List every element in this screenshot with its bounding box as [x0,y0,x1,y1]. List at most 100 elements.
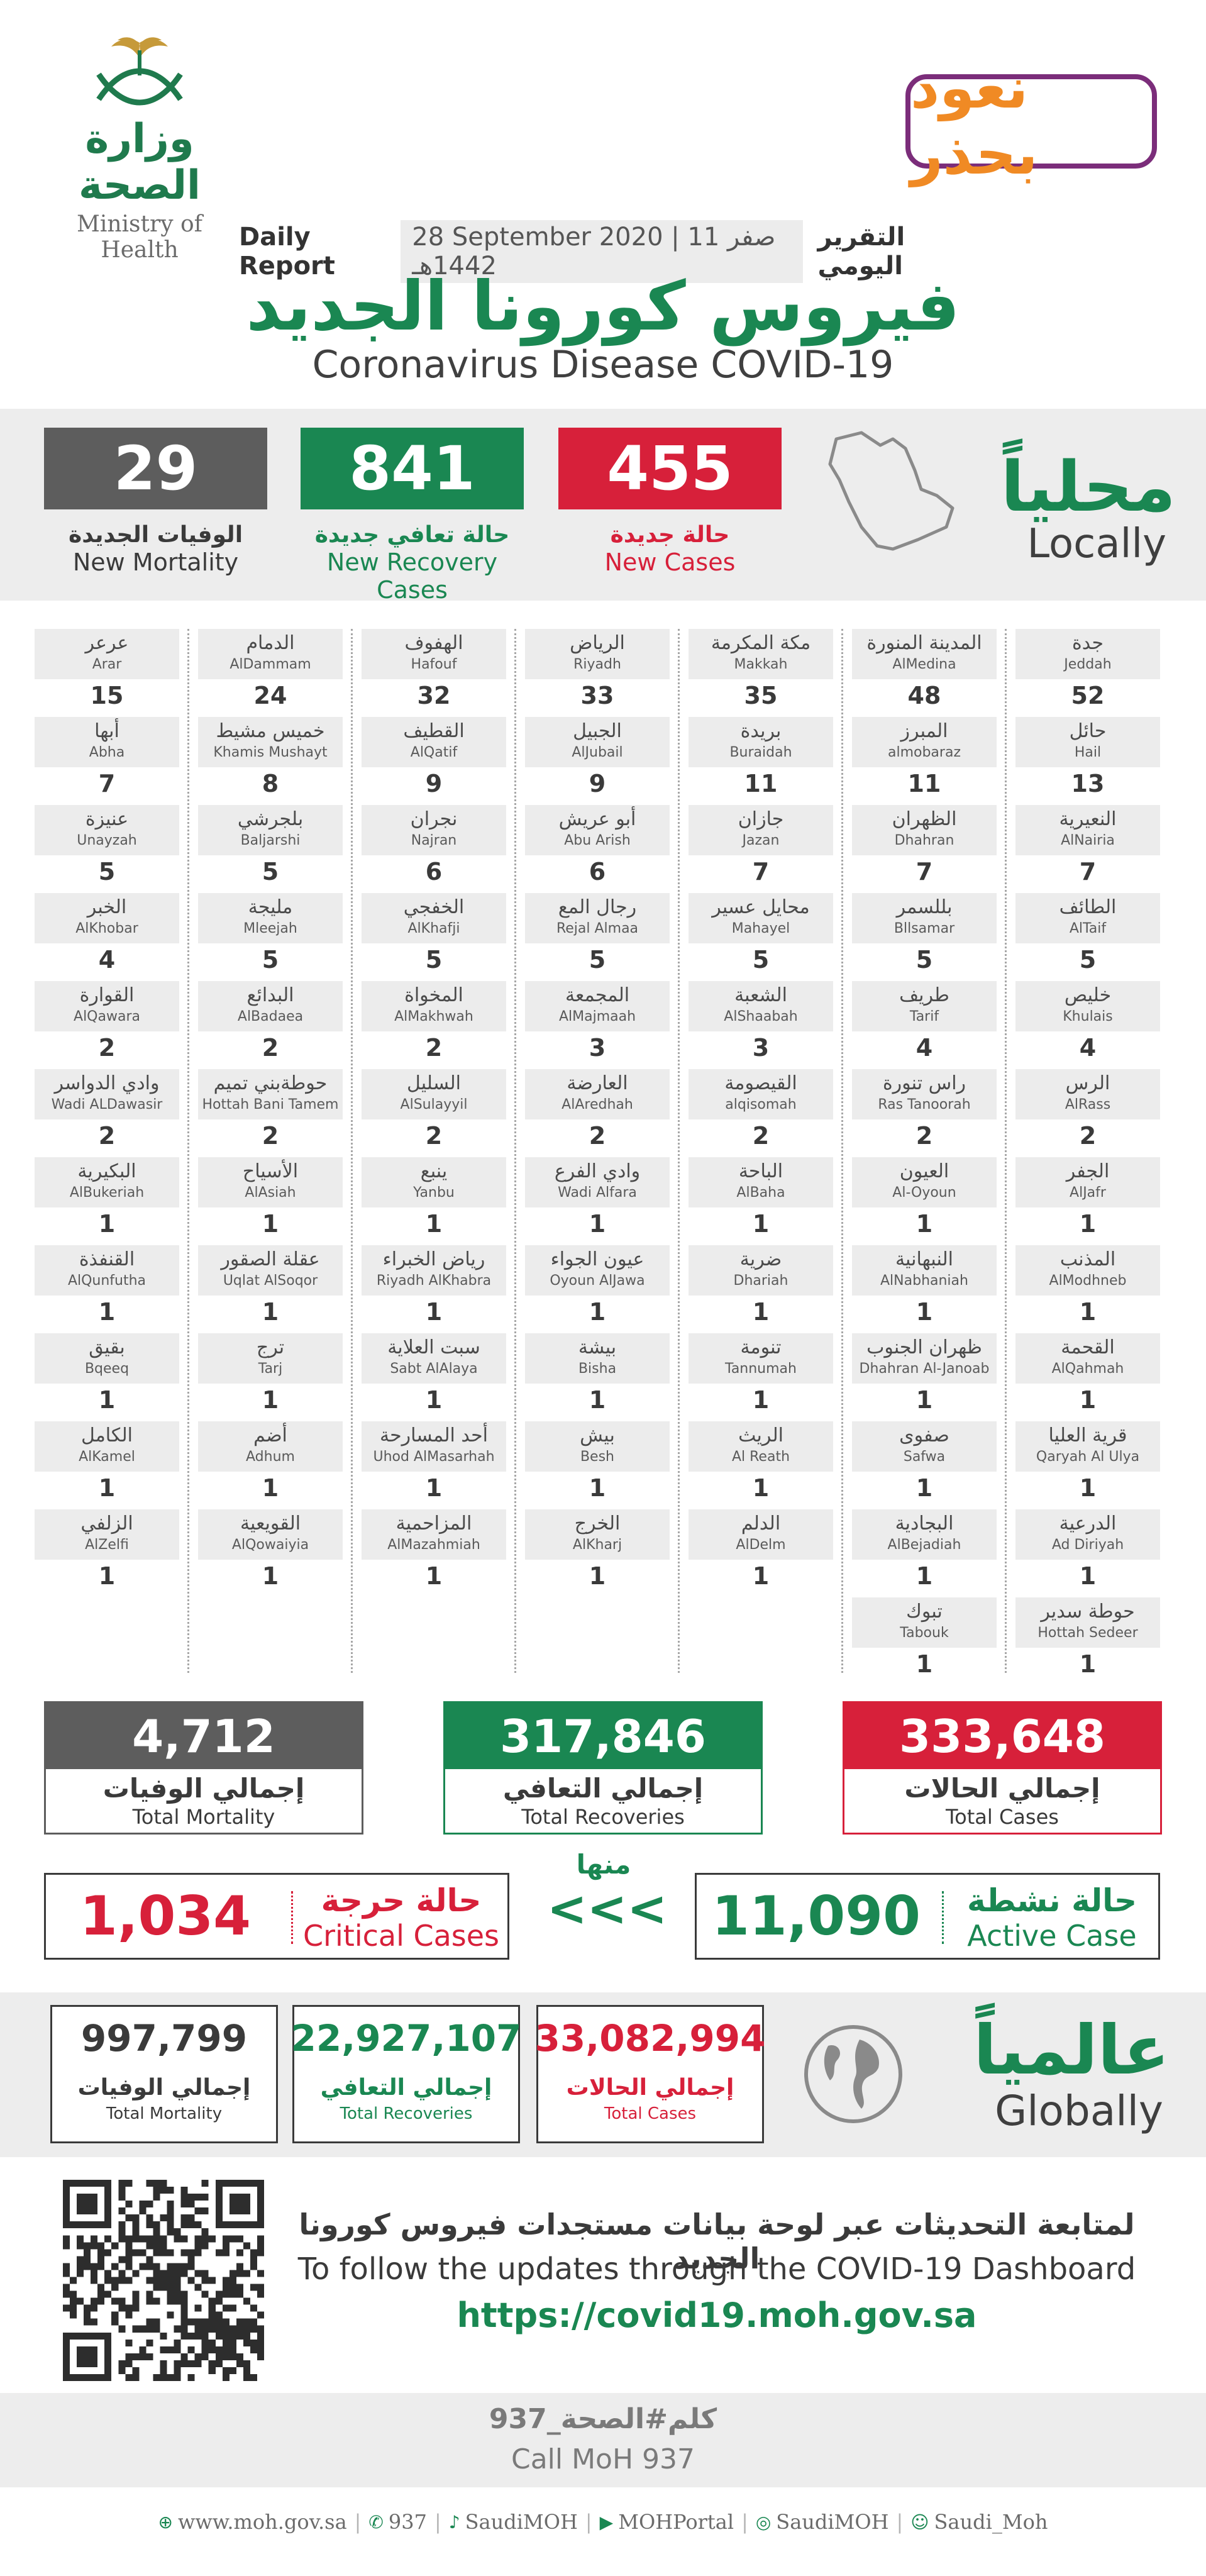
city-name-arabic: راس تنورة [882,1072,966,1094]
city-case-count: 1 [589,1474,606,1502]
city-case-count: 1 [425,1474,443,1502]
city-case-count: 1 [589,1386,606,1414]
city-name-box: قرية العليا Qaryah Al Ulya [1015,1421,1160,1472]
city-name-box: جازان Jazan [689,805,833,855]
global-recoveries-label-ar: إجمالي التعافي [320,2075,492,2101]
city-cell: أبو عريش Abu Arish 6 [525,805,670,893]
city-name-english: Jazan [742,833,780,848]
city-name-english: Hail [1074,745,1102,760]
city-name-arabic: السليل [407,1072,461,1094]
city-name-english: Arar [92,657,122,672]
city-case-count: 5 [1079,946,1097,974]
city-cell: جازان Jazan 7 [689,805,833,893]
city-name-arabic: بيش [580,1424,615,1446]
city-cell: الخبر AlKhobar 4 [35,893,179,981]
city-name-arabic: جدة [1071,632,1104,654]
global-mortality-label-ar: إجمالي الوفيات [77,2075,251,2101]
phone-icon: ✆ [368,2511,384,2533]
city-name-box: الدرعية Ad Diriyah [1015,1509,1160,1560]
city-cell: ضرية Dhariah 1 [689,1245,833,1333]
column-separator [351,629,353,1673]
city-cell: بقيق Bqeeq 1 [35,1333,179,1421]
footer-website[interactable]: ⊕ www.moh.gov.sa [158,2510,347,2534]
total-mortality-value: 4,712 [46,1703,362,1769]
footer: ⊕ www.moh.gov.sa | ✆ 937 | ♪ SaudiMOH | ▶ MO… [0,2500,1206,2544]
city-case-count: 1 [262,1562,279,1590]
city-name-arabic: أبو عريش [558,808,636,830]
globe-icon: ⊕ [158,2511,173,2533]
city-case-count: 1 [425,1298,443,1326]
city-name-arabic: القحمة [1061,1336,1115,1358]
city-cell: بيش Besh 1 [525,1421,670,1509]
city-case-count: 1 [98,1210,116,1238]
city-cell: الرس AlRass 2 [1015,1069,1160,1157]
footer-phone[interactable]: ✆ 937 [368,2510,427,2534]
city-name-box: الدمام AlDammam [198,629,343,679]
footer-snapchat[interactable]: ☺ Saudi_Moh [910,2510,1048,2534]
city-case-count: 1 [752,1562,770,1590]
new-recoveries-label-ar: حالة تعافي جديدة [314,522,510,548]
city-cell: الجبيل AlJubail 9 [525,717,670,805]
city-case-count: 1 [752,1474,770,1502]
city-name-arabic: بيشة [578,1336,617,1358]
city-name-english: Jeddah [1064,657,1112,672]
city-name-arabic: القنفذة [79,1248,135,1270]
city-name-english: Najran [411,833,457,848]
footer-divider: | [434,2510,441,2534]
city-name-arabic: النعيرية [1059,808,1117,830]
city-name-english: AlBaha [736,1185,785,1201]
dashboard-link[interactable]: https://covid19.moh.gov.sa [456,2296,977,2335]
city-cases-grid: جدة Jeddah 52 حائل Hail 13 النعيرية AlNairia 7 ال… [31,629,1176,1685]
city-name-box: القويعية AlQowaiyia [198,1509,343,1560]
new-cases-label-ar: حالة جديدة [610,522,730,548]
critical-cases-divider [291,1891,293,1944]
city-name-box: محايل عسير Mahayel [689,893,833,943]
city-cell: عنيزة Unayzah 5 [35,805,179,893]
youtube-icon: ▶ [599,2511,614,2533]
city-name-arabic: البدائع [246,984,294,1006]
city-name-box: الخفجي AlKhafji [362,893,506,943]
city-cell: الأسياح AlAsiah 1 [198,1157,343,1245]
city-name-english: Dhahran [894,833,954,848]
city-cell: السليل AlSulayyil 2 [362,1069,506,1157]
palm-swords-emblem-icon [96,37,183,106]
city-name-box: أبو عريش Abu Arish [525,805,670,855]
city-case-count: 8 [262,770,279,797]
city-cell: ينبع Yanbu 1 [362,1157,506,1245]
city-name-box: عنيزة Unayzah [35,805,179,855]
global-recoveries-label-en: Total Recoveries [340,2104,473,2123]
city-name-english: Bqeeq [84,1361,130,1377]
city-cell: ترج Tarj 1 [198,1333,343,1421]
city-cell: المخواة AlMakhwah 2 [362,981,506,1069]
city-name-box: وادي الدواسر Wadi ALDawasir [35,1069,179,1119]
total-mortality-label-ar: إجمالي الوفيات [102,1773,305,1804]
city-name-english: Dhahran Al-Janoab [859,1361,990,1377]
footer-youtube[interactable]: ▶ MOHPortal [600,2510,734,2534]
city-name-arabic: الريث [738,1424,783,1446]
global-mortality-card: 997,799 إجمالي الوفيات Total Mortality [50,2005,278,2143]
footer-instagram[interactable]: ◎ SaudiMOH [756,2510,889,2534]
city-name-box: الكامل AlKamel [35,1421,179,1472]
new-recoveries-value: 841 [301,428,524,509]
city-cell: نجران Najran 6 [362,805,506,893]
city-case-count: 1 [98,1474,116,1502]
city-name-arabic: المدينة المنورة [866,632,982,654]
footer-divider: | [585,2510,592,2534]
city-cell: القحمة AlQahmah 1 [1015,1333,1160,1421]
city-name-arabic: ينبع [420,1160,448,1182]
city-name-arabic: رياض الخبراء [382,1248,485,1270]
city-name-box: عقلة الصقور Uqlat AlSoqor [198,1245,343,1296]
city-name-box: الدلم AlDelm [689,1509,833,1560]
city-case-count: 6 [589,858,606,886]
city-cell: الهفوف Hafouf 32 [362,629,506,717]
column-separator [678,629,680,1673]
report-title-arabic: التقرير اليومي [817,223,905,280]
city-name-arabic: الدمام [246,632,295,654]
city-cell: الرياض Riyadh 33 [525,629,670,717]
footer-twitter[interactable]: ♪ SaudiMOH [449,2510,578,2534]
city-name-arabic: حوطة سدير [1041,1601,1135,1623]
city-cell: أحد المسارحة Uhod AlMasarhah 1 [362,1421,506,1509]
city-case-count: 5 [916,946,933,974]
city-name-english: Tannumah [725,1361,797,1377]
city-name-english: Ad Diriyah [1051,1537,1124,1553]
